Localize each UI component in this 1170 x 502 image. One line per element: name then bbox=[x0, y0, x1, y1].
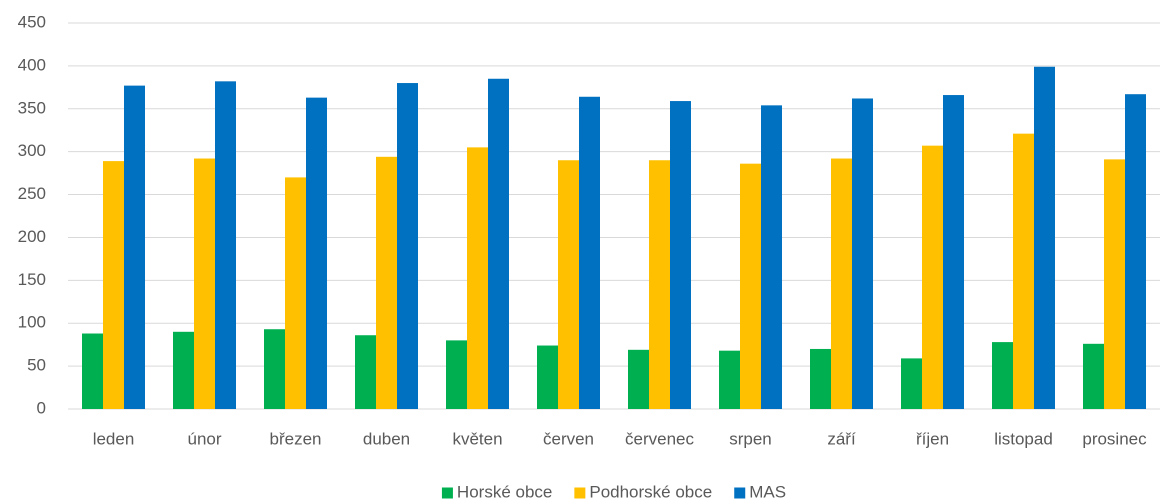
bar bbox=[579, 96, 600, 409]
bar bbox=[467, 147, 488, 409]
legend-label: Horské obce bbox=[457, 482, 552, 501]
x-tick-label: prosinec bbox=[1082, 429, 1147, 448]
y-tick-label: 450 bbox=[18, 12, 46, 31]
bar bbox=[558, 160, 579, 409]
bar bbox=[852, 98, 873, 410]
bar bbox=[446, 340, 467, 409]
bar bbox=[831, 158, 852, 409]
bar bbox=[194, 158, 215, 409]
bar bbox=[376, 156, 397, 409]
y-tick-label: 400 bbox=[18, 55, 46, 74]
bar bbox=[670, 101, 691, 410]
bar bbox=[397, 83, 418, 410]
x-tick-label: březen bbox=[270, 429, 322, 448]
x-tick-label: květen bbox=[452, 429, 502, 448]
bar bbox=[1104, 159, 1125, 409]
bar bbox=[306, 97, 327, 410]
bar bbox=[628, 349, 649, 409]
bar bbox=[537, 345, 558, 409]
x-tick-label: duben bbox=[363, 429, 410, 448]
y-tick-label: 100 bbox=[18, 313, 46, 332]
bar bbox=[103, 161, 124, 409]
bar bbox=[740, 163, 761, 409]
bar bbox=[719, 350, 740, 409]
bar bbox=[810, 348, 831, 409]
bar bbox=[1125, 94, 1146, 409]
y-tick-label: 350 bbox=[18, 98, 46, 117]
bar bbox=[1034, 66, 1055, 409]
x-tick-label: únor bbox=[187, 429, 221, 448]
y-tick-label: 50 bbox=[27, 356, 46, 375]
x-tick-label: leden bbox=[93, 429, 135, 448]
x-tick-label: září bbox=[827, 429, 856, 448]
legend-label: MAS bbox=[749, 482, 786, 501]
bar bbox=[82, 333, 103, 409]
bar bbox=[215, 81, 236, 409]
bar bbox=[943, 95, 964, 409]
bar bbox=[173, 331, 194, 409]
bar bbox=[264, 329, 285, 409]
bar bbox=[1013, 133, 1034, 410]
legend-swatch bbox=[574, 487, 586, 499]
bar bbox=[992, 342, 1013, 409]
legend-swatch bbox=[734, 487, 746, 499]
x-tick-label: říjen bbox=[916, 429, 949, 448]
bar bbox=[1083, 343, 1104, 409]
x-tick-label: listopad bbox=[994, 429, 1053, 448]
bar bbox=[488, 78, 509, 409]
x-tick-label: červen bbox=[543, 429, 594, 448]
bar bbox=[124, 85, 145, 410]
y-tick-label: 200 bbox=[18, 227, 46, 246]
bar bbox=[761, 105, 782, 409]
legend-label: Podhorské obce bbox=[589, 482, 712, 501]
y-tick-label: 250 bbox=[18, 184, 46, 203]
x-tick-label: srpen bbox=[729, 429, 772, 448]
bar bbox=[355, 335, 376, 409]
bar bbox=[901, 358, 922, 409]
bar bbox=[649, 160, 670, 409]
bar bbox=[922, 145, 943, 409]
y-tick-label: 300 bbox=[18, 141, 46, 160]
y-tick-label: 0 bbox=[37, 398, 46, 417]
legend-swatch bbox=[441, 487, 453, 499]
bar bbox=[285, 177, 306, 409]
x-tick-label: červenec bbox=[625, 429, 694, 448]
y-tick-label: 150 bbox=[18, 270, 46, 289]
